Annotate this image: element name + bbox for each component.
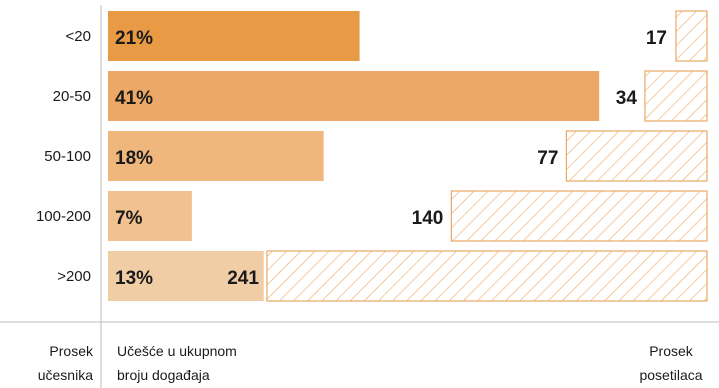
share-bar <box>108 131 324 181</box>
visitors-value-label: 17 <box>646 28 667 49</box>
share-bar <box>108 251 264 301</box>
category-label: 20-50 <box>53 88 91 105</box>
footer-middle-line2: broju događaja <box>117 367 210 383</box>
footer-left-line1: Prosek <box>49 343 94 359</box>
visitors-bar <box>266 250 708 302</box>
share-bar <box>108 11 360 61</box>
visitors-bar <box>675 10 708 62</box>
visitors-value-label: 34 <box>616 88 638 109</box>
share-bar <box>108 191 192 241</box>
visitors-value-label: 77 <box>537 148 558 169</box>
visitors-bar <box>450 190 708 242</box>
share-value-label: 18% <box>115 148 153 169</box>
share-value-label: 21% <box>115 28 153 49</box>
share-bar <box>108 71 600 121</box>
bars-group: <20 21% 17 20-50 41% 34 50-100 18% 77 100-200 7% 14… <box>36 10 708 302</box>
visitors-value-label: 241 <box>227 268 259 289</box>
share-value-label: 7% <box>115 208 143 229</box>
visitors-value-label: 140 <box>412 208 444 229</box>
category-label: 50-100 <box>44 148 91 165</box>
visitors-bar <box>644 70 708 122</box>
footer-right-line2: posetilaca <box>639 367 702 383</box>
share-value-label: 13% <box>115 268 153 289</box>
footer-right-line1: Prosek <box>649 343 694 359</box>
category-label: 100-200 <box>36 208 91 225</box>
footer-middle-line1: Učešće u ukupnom <box>117 343 237 359</box>
category-label: >200 <box>57 268 91 285</box>
category-label: <20 <box>66 28 91 45</box>
visitors-bar <box>565 130 708 182</box>
footer-left-line2: učesnika <box>38 367 93 383</box>
share-value-label: 41% <box>115 88 153 109</box>
